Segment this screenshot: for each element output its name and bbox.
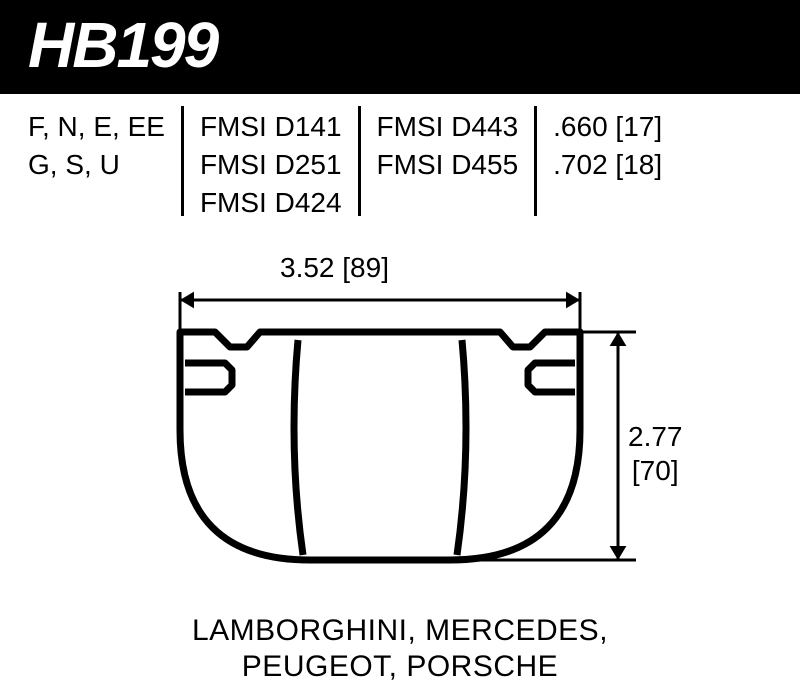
height-mm: [70]	[628, 454, 683, 488]
brands-line: LAMBORGHINI, MERCEDES,	[0, 613, 800, 649]
brands-line: PEUGEOT, PORSCHE	[0, 649, 800, 685]
brake-pad-diagram	[0, 0, 800, 691]
width-mm: [89]	[342, 252, 389, 283]
height-dimension-label: 2.77 [70]	[628, 420, 683, 488]
width-dimension-label: 3.52 [89]	[280, 252, 389, 284]
vehicle-brands: LAMBORGHINI, MERCEDES, PEUGEOT, PORSCHE	[0, 613, 800, 685]
width-inches: 3.52	[280, 252, 335, 283]
height-inches: 2.77	[628, 420, 683, 454]
